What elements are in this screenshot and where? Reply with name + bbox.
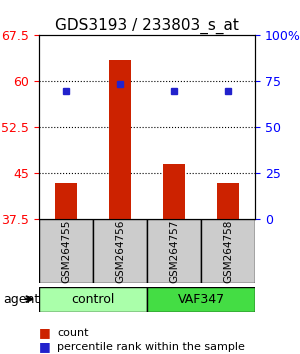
Text: VAF347: VAF347	[177, 293, 225, 306]
FancyBboxPatch shape	[147, 219, 201, 283]
Bar	[55, 183, 77, 219]
Bar	[109, 60, 131, 219]
Text: count: count	[57, 328, 88, 338]
Bar	[163, 164, 185, 219]
Text: GSM264758: GSM264758	[223, 219, 233, 283]
Text: GSM264757: GSM264757	[169, 219, 179, 283]
Text: ■: ■	[39, 341, 51, 353]
FancyBboxPatch shape	[39, 287, 147, 312]
Text: ■: ■	[39, 326, 51, 339]
FancyBboxPatch shape	[147, 287, 255, 312]
FancyBboxPatch shape	[201, 219, 255, 283]
Text: control: control	[71, 293, 115, 306]
Text: percentile rank within the sample: percentile rank within the sample	[57, 342, 245, 352]
Title: GDS3193 / 233803_s_at: GDS3193 / 233803_s_at	[55, 18, 239, 34]
FancyBboxPatch shape	[93, 219, 147, 283]
Text: GSM264755: GSM264755	[61, 219, 71, 283]
Bar	[217, 183, 239, 219]
Text: GSM264756: GSM264756	[115, 219, 125, 283]
Text: agent: agent	[3, 293, 39, 306]
FancyBboxPatch shape	[39, 219, 93, 283]
